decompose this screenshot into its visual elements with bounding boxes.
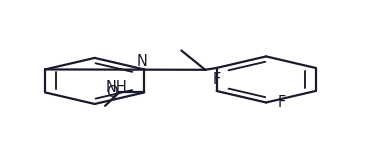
Text: F: F bbox=[277, 95, 285, 110]
Text: O: O bbox=[106, 85, 117, 100]
Text: N: N bbox=[137, 54, 148, 69]
Text: F: F bbox=[212, 72, 221, 87]
Text: NH: NH bbox=[105, 80, 127, 95]
